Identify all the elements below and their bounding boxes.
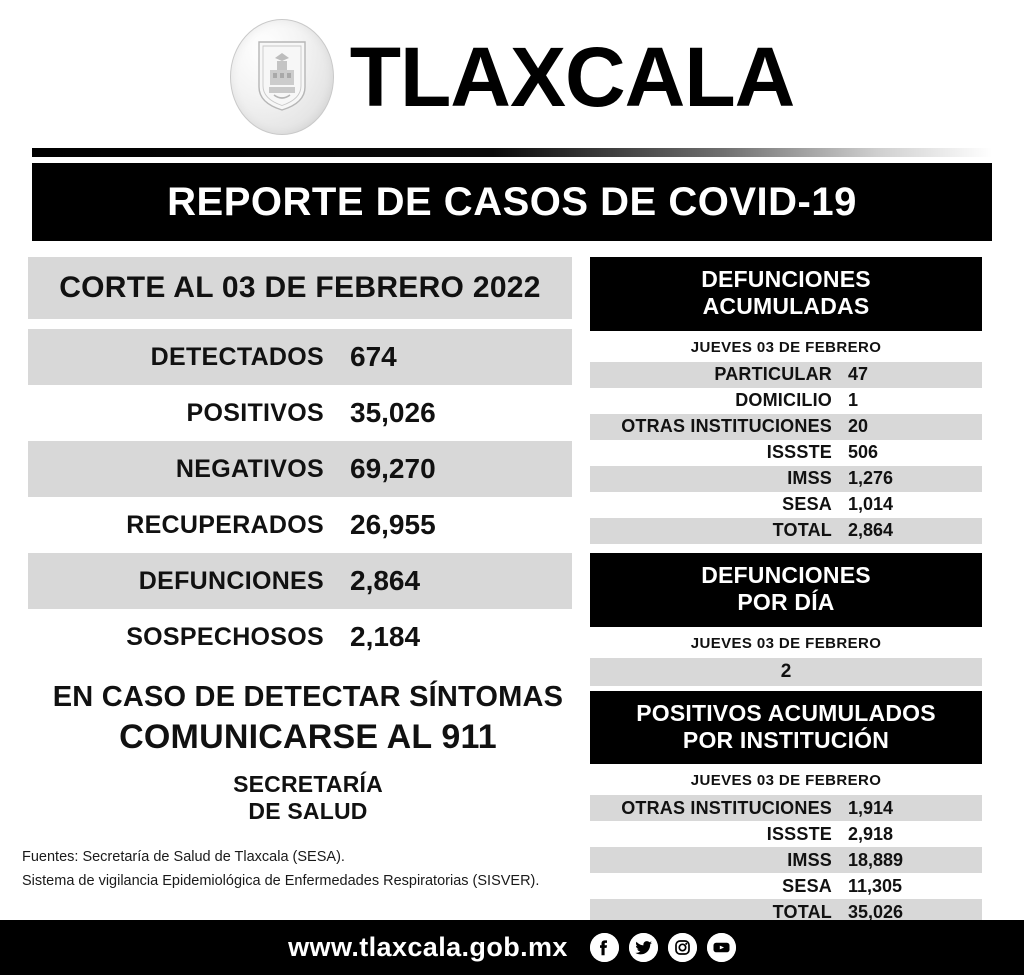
row-label: TOTAL	[772, 901, 832, 922]
agency-name: SECRETARÍA DE SALUD	[28, 771, 588, 824]
table-row: DEFUNCIONES 2,864	[28, 553, 572, 609]
positivos-por-institucion-table: OTRAS INSTITUCIONES 1,914 ISSSTE 2,918 I…	[590, 795, 982, 926]
table-row: IMSS 1,276	[590, 465, 982, 492]
tlaxcala-wordmark: TLAXCALA	[349, 30, 796, 124]
left-column: CORTE AL 03 DE FEBRERO 2022 DETECTADOS 6…	[0, 257, 580, 893]
agency-line-1: SECRETARÍA	[233, 771, 383, 797]
accent-gradient-rule	[32, 148, 992, 157]
stat-label: SOSPECHOSOS	[126, 622, 324, 651]
table-row: PARTICULAR 47	[590, 361, 982, 388]
section-header-line-1: POSITIVOS ACUMULADOS	[636, 699, 936, 726]
row-label: OTRAS INSTITUCIONES	[621, 416, 832, 437]
row-label: IMSS	[787, 849, 832, 870]
stat-value: 2,184	[350, 621, 421, 652]
row-value: 18,889	[848, 849, 904, 870]
row-value: 11,305	[848, 875, 903, 896]
row-value: 20	[848, 416, 869, 437]
agency-line-2: DE SALUD	[248, 797, 368, 824]
row-value: 506	[848, 442, 879, 463]
crest-shield-icon	[257, 41, 306, 111]
table-row: SESA 11,305	[590, 873, 982, 899]
body-grid: CORTE AL 03 DE FEBRERO 2022 DETECTADOS 6…	[0, 257, 1024, 926]
section-header-line-2: POR INSTITUCIÓN	[682, 726, 890, 753]
row-label: SESA	[782, 875, 832, 896]
section-header-line-1: DEFUNCIONES	[701, 266, 871, 292]
row-value: 35,026	[848, 901, 904, 922]
twitter-icon[interactable]	[628, 933, 658, 962]
cutoff-date-label: CORTE AL 03 DE FEBRERO 2022	[59, 271, 541, 304]
row-label: SESA	[782, 494, 832, 515]
section-header-line-2: ACUMULADAS	[702, 292, 870, 319]
row-label: OTRAS INSTITUCIONES	[621, 797, 832, 818]
table-row: ISSSTE 506	[590, 440, 982, 466]
row-label: PARTICULAR	[714, 364, 832, 385]
report-title-band: REPORTE DE CASOS DE COVID-19	[32, 163, 992, 241]
main-statistics-table: DETECTADOS 674 POSITIVOS 35,026 NEGATIVO…	[28, 329, 572, 665]
masthead: TLAXCALA	[0, 0, 1024, 148]
stat-label: DETECTADOS	[150, 342, 324, 371]
table-row: OTRAS INSTITUCIONES 20	[590, 413, 982, 440]
spacer	[590, 544, 1024, 553]
website-url[interactable]: www.tlaxcala.gob.mx	[288, 932, 568, 962]
stat-value: 26,955	[350, 509, 436, 540]
row-label: ISSSTE	[766, 823, 832, 844]
social-links	[589, 933, 736, 962]
stat-value: 674	[350, 341, 397, 372]
table-row: DOMICILIO 1	[590, 388, 982, 414]
table-row: POSITIVOS 35,026	[28, 385, 572, 441]
cutoff-date-band: CORTE AL 03 DE FEBRERO 2022	[28, 257, 572, 319]
youtube-icon[interactable]	[706, 933, 736, 962]
emergency-call-to-action: EN CASO DE DETECTAR SÍNTOMAS COMUNICARSE…	[28, 681, 588, 757]
row-value: 1,914	[848, 797, 894, 818]
footer-bar: www.tlaxcala.gob.mx	[0, 920, 1024, 975]
section-date-defunciones-por-dia: JUEVES 03 DE FEBRERO	[690, 634, 882, 652]
sources-note: Fuentes: Secretaría de Salud de Tlaxcala…	[22, 846, 602, 893]
stat-value: 2,864	[350, 565, 421, 596]
row-label: TOTAL	[772, 520, 832, 541]
table-row: OTRAS INSTITUCIONES 1,914	[590, 795, 982, 822]
table-row: IMSS 18,889	[590, 847, 982, 874]
stat-label: DEFUNCIONES	[138, 566, 324, 595]
row-value: 1,014	[848, 494, 894, 515]
section-date-positivos-por-institucion: JUEVES 03 DE FEBRERO	[690, 772, 882, 790]
table-row: ISSSTE 2,918	[590, 821, 982, 847]
row-value: 2	[780, 660, 792, 682]
table-row-total: TOTAL 2,864	[590, 517, 982, 544]
row-value: 1	[848, 390, 859, 411]
cta-phone-line: COMUNICARSE AL 911	[119, 718, 497, 756]
source-line: Fuentes: Secretaría de Salud de Tlaxcala…	[22, 849, 345, 866]
defunciones-por-dia-value-row: 2	[590, 657, 982, 686]
instagram-icon[interactable]	[667, 933, 697, 962]
row-value: 1,276	[848, 468, 894, 489]
row-value: 47	[848, 364, 869, 385]
row-value: 2,864	[848, 520, 894, 541]
table-row: SOSPECHOSOS 2,184	[28, 609, 572, 665]
tlaxcala-coat-of-arms-icon	[229, 19, 334, 135]
table-row: SESA 1,014	[590, 492, 982, 518]
row-label: DOMICILIO	[735, 390, 832, 411]
page-title: REPORTE DE CASOS DE COVID-19	[167, 179, 857, 224]
section-header-line-1: DEFUNCIONES	[701, 561, 871, 588]
table-row: NEGATIVOS 69,270	[28, 441, 572, 497]
section-header-positivos-por-institucion: POSITIVOS ACUMULADOS POR INSTITUCIÓN	[590, 690, 982, 765]
row-value: 2,918	[848, 823, 894, 844]
defunciones-acumuladas-table: PARTICULAR 47 DOMICILIO 1 OTRAS INSTITUC…	[590, 361, 982, 544]
stat-label: NEGATIVOS	[175, 454, 324, 483]
stat-label: POSITIVOS	[186, 398, 324, 427]
facebook-icon[interactable]	[589, 933, 619, 962]
row-label: IMSS	[787, 468, 832, 489]
stat-value: 69,270	[350, 453, 436, 484]
section-date-defunciones-acumuladas: JUEVES 03 DE FEBRERO	[690, 338, 882, 356]
section-header-defunciones-acumuladas: DEFUNCIONES ACUMULADAS	[590, 257, 982, 331]
right-column: DEFUNCIONES ACUMULADAS JUEVES 03 DE FEBR…	[580, 257, 1024, 926]
table-row: RECUPERADOS 26,955	[28, 497, 572, 553]
table-row: DETECTADOS 674	[28, 329, 572, 385]
section-header-defunciones-por-dia: DEFUNCIONES POR DÍA	[590, 552, 982, 627]
stat-value: 35,026	[350, 397, 436, 428]
section-header-line-2: POR DÍA	[737, 588, 835, 615]
row-label: ISSSTE	[766, 442, 832, 463]
source-line: Sistema de vigilancia Epidemiológica de …	[22, 872, 540, 889]
stat-label: RECUPERADOS	[126, 510, 324, 539]
cta-symptoms-line: EN CASO DE DETECTAR SÍNTOMAS	[52, 681, 564, 713]
